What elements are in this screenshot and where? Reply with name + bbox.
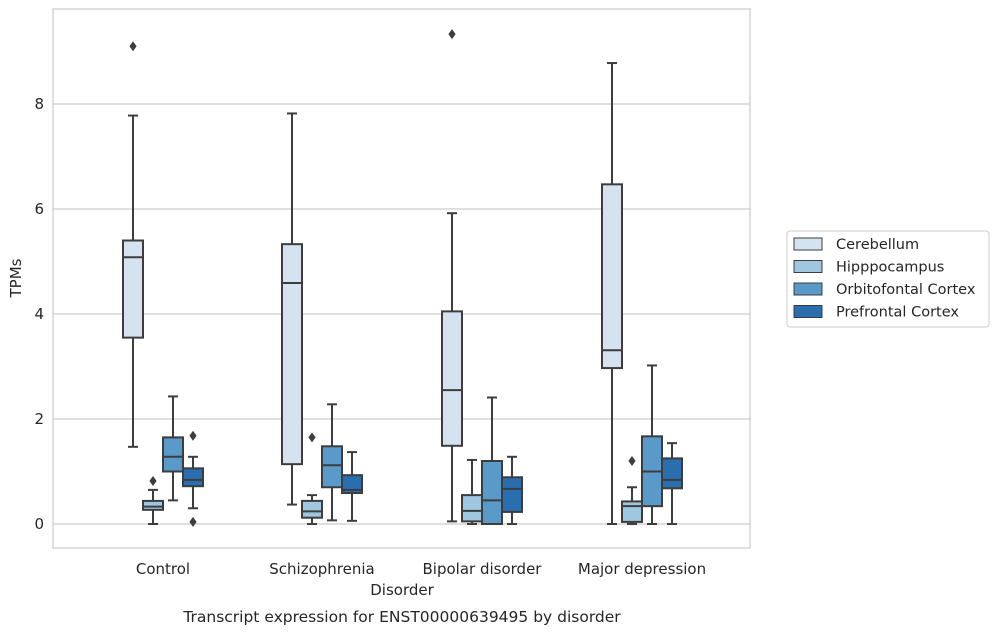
- box-group: [501, 455, 523, 525]
- x-tick-label: Bipolar disorder: [423, 560, 543, 578]
- y-axis-label: TPMs: [7, 258, 25, 298]
- box-layer: [122, 29, 683, 527]
- legend-label: Cerebellum: [836, 237, 919, 253]
- box-group: [182, 430, 204, 527]
- box-group: [641, 364, 663, 525]
- outlier-point: [149, 475, 157, 486]
- box-group: [481, 396, 503, 525]
- outlier-point: [628, 456, 636, 466]
- y-tick-label: 8: [34, 95, 44, 113]
- box-group: [142, 475, 164, 525]
- box: [621, 500, 643, 523]
- legend-swatch: [793, 282, 823, 296]
- box-group: [341, 451, 363, 522]
- outlier-point: [308, 432, 316, 443]
- legend-swatch: [793, 237, 823, 251]
- legend-swatch: [793, 260, 823, 273]
- box-group: [301, 432, 323, 525]
- y-tick-labels: 0 2 4 6 8: [34, 95, 44, 533]
- box: [321, 445, 343, 489]
- x-tick-label: Schizophrenia: [269, 560, 374, 578]
- y-tick-label: 4: [34, 305, 44, 323]
- outlier-point: [129, 41, 137, 52]
- legend-label: Prefrontal Cortex: [836, 305, 959, 321]
- box-group: [321, 403, 343, 522]
- outlier-point: [448, 29, 456, 40]
- box-group: [661, 442, 683, 525]
- x-tick-label: Major depression: [578, 560, 706, 578]
- box: [441, 310, 463, 447]
- y-tick-label: 6: [34, 200, 44, 218]
- legend-frame: [786, 230, 990, 328]
- box: [601, 183, 623, 370]
- box: [481, 460, 503, 525]
- legend: Cerebellum Hipppocampus Orbitofontal Corte…: [786, 230, 990, 328]
- chart-caption: Transcript expression for ENST0000063949…: [182, 608, 621, 626]
- x-tick-label: Control: [136, 560, 190, 578]
- box-group: [621, 456, 643, 525]
- box: [162, 436, 184, 473]
- box: [461, 494, 483, 523]
- box: [501, 476, 523, 513]
- outlier-point: [189, 430, 197, 441]
- box: [341, 474, 363, 495]
- box-group: [461, 458, 483, 525]
- plot-frame: [52, 8, 751, 549]
- box: [182, 467, 204, 488]
- box: [661, 457, 683, 490]
- box-group: [162, 395, 184, 502]
- box-group: [601, 62, 623, 525]
- box-group: [441, 29, 463, 523]
- y-tick-label: 2: [34, 410, 44, 428]
- outlier-point: [189, 516, 197, 527]
- box: [122, 239, 144, 339]
- x-tick-labels: Control Schizophrenia Bipolar disorder Majo…: [136, 560, 706, 578]
- box: [301, 499, 323, 519]
- box-group: [281, 112, 303, 506]
- legend-label: Hipppocampus: [836, 260, 944, 276]
- legend-label: Orbitofontal Cortex: [836, 282, 976, 298]
- box-group: [122, 41, 144, 448]
- box: [281, 243, 303, 466]
- x-axis-label: Disorder: [370, 581, 434, 599]
- y-tick-label: 0: [34, 515, 44, 533]
- box: [142, 499, 164, 511]
- legend-swatch: [793, 305, 823, 318]
